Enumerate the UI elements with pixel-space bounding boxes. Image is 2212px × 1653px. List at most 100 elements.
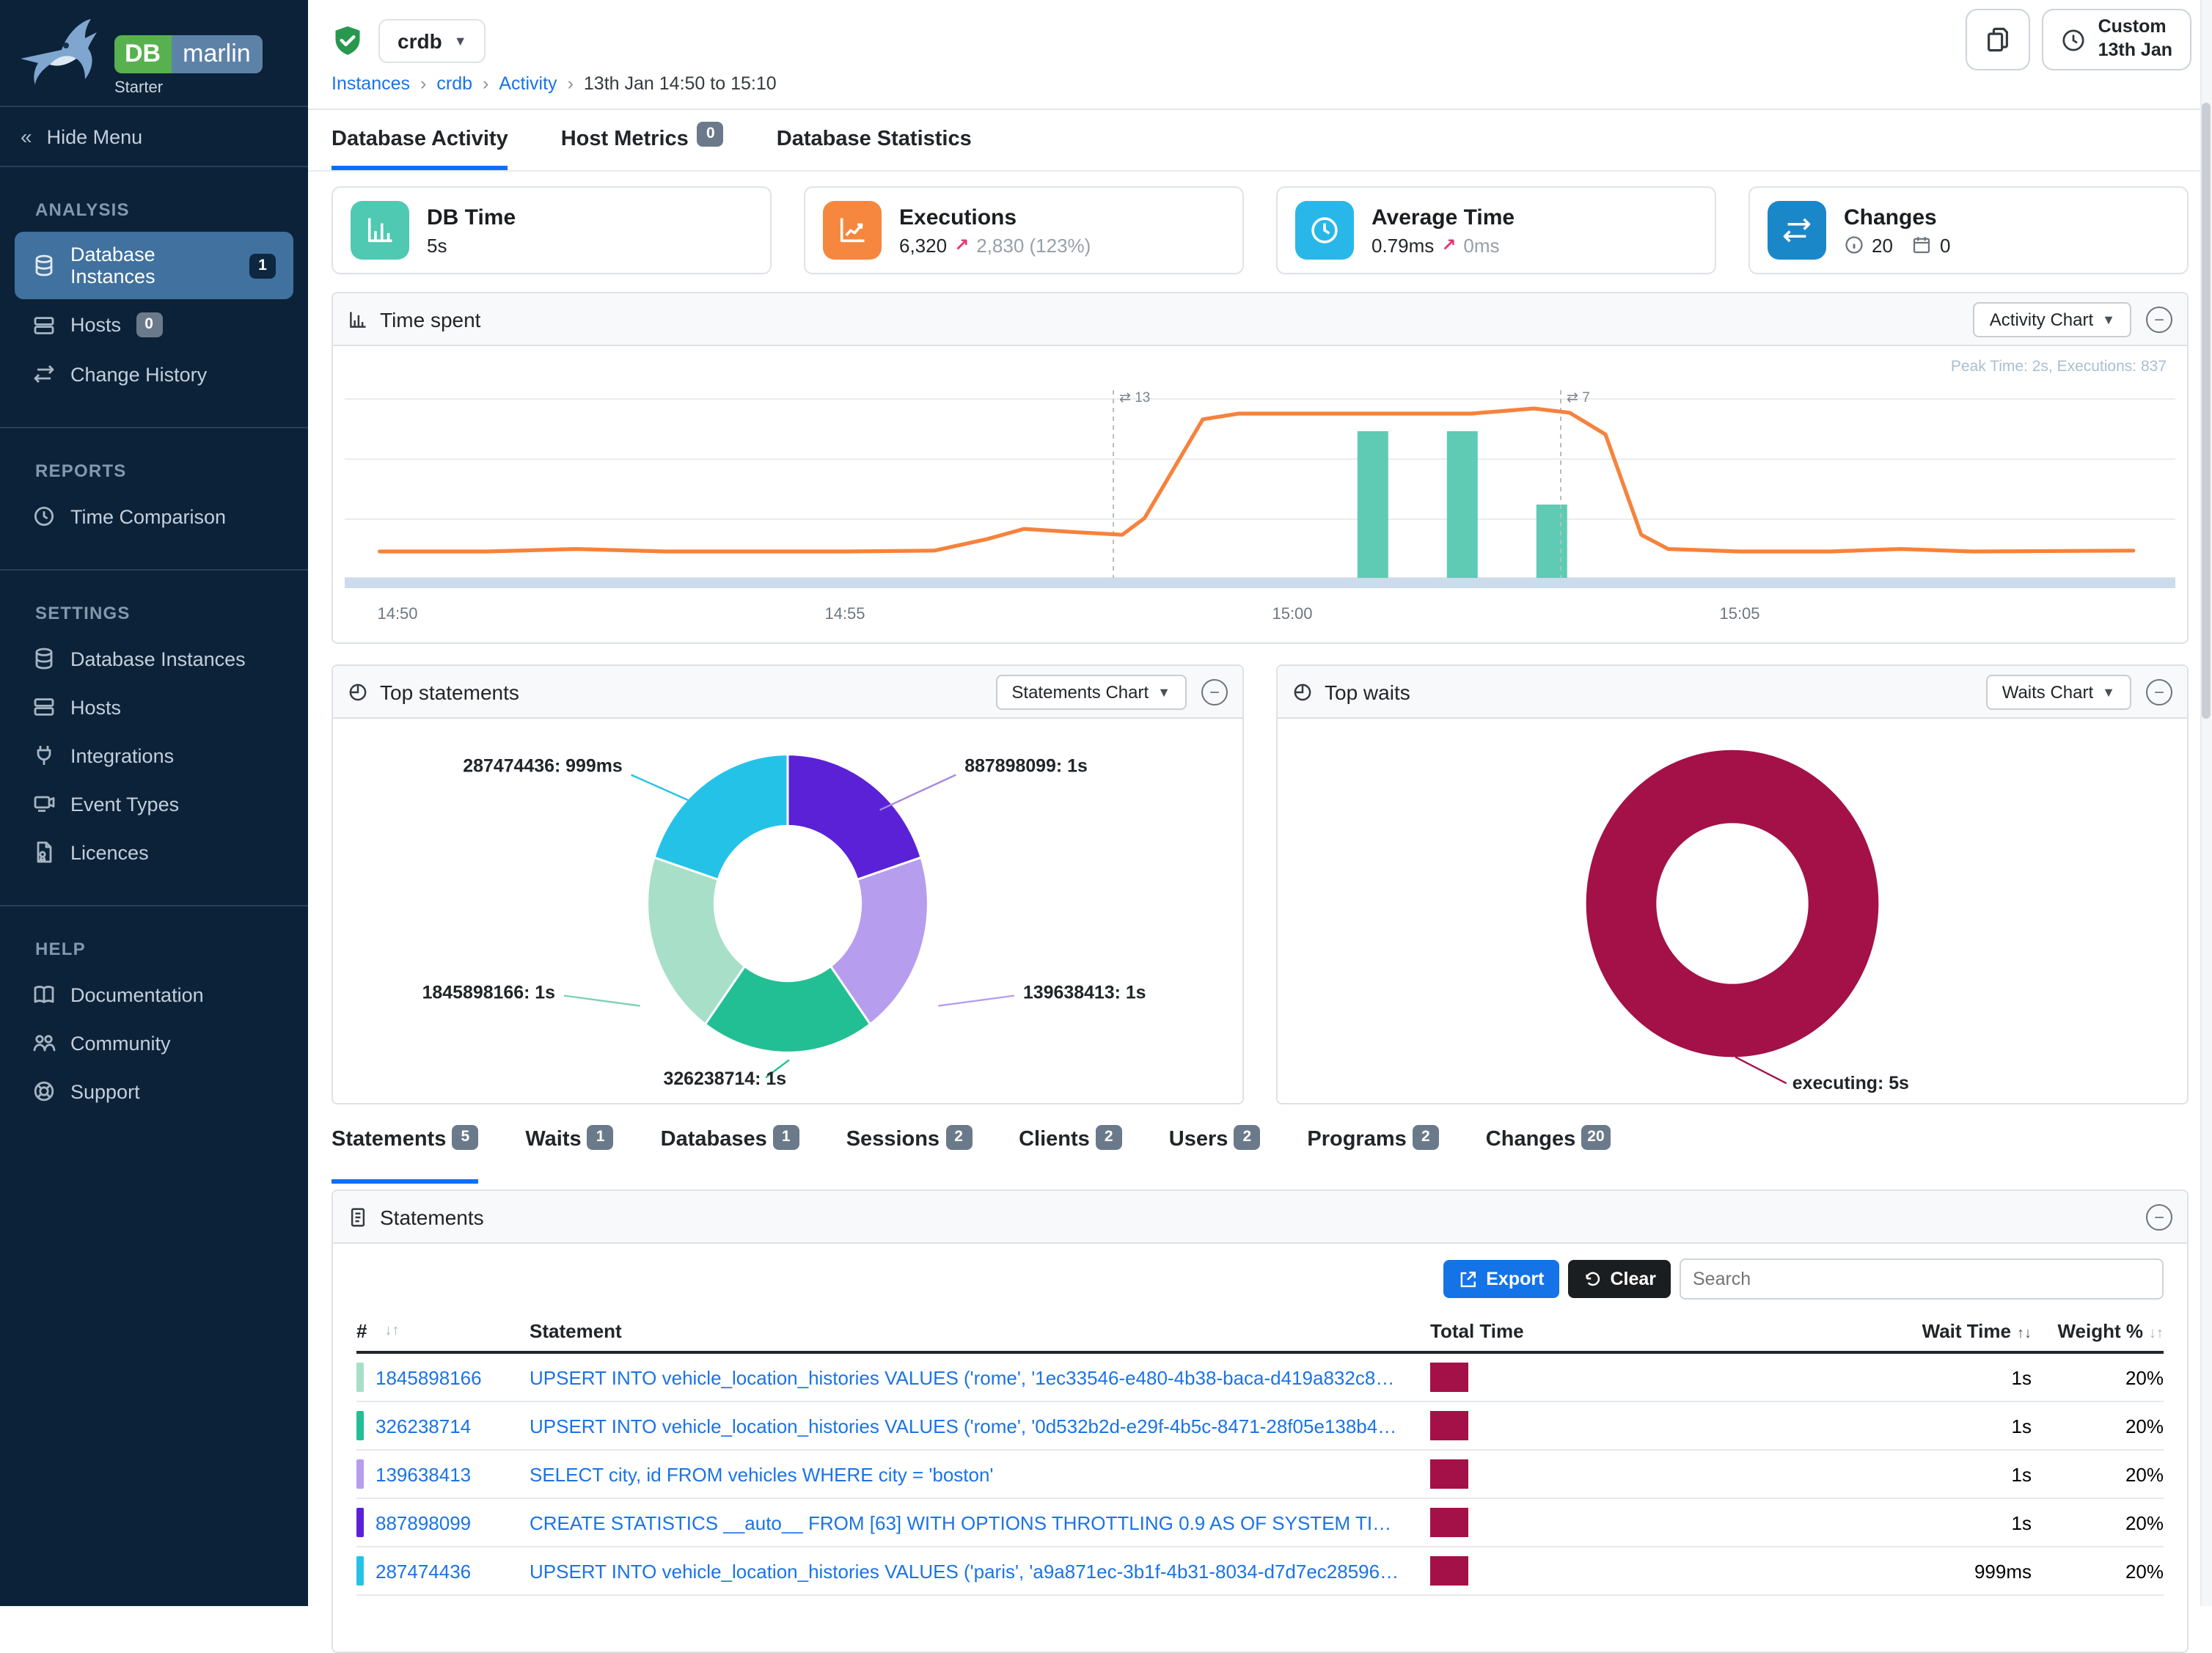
sidebar-item-integrations[interactable]: Integrations xyxy=(15,732,293,779)
activity-chart-select[interactable]: Activity Chart ▼ xyxy=(1973,301,2131,337)
column-weight[interactable]: Weight % ↓↑ xyxy=(2057,1320,2164,1342)
weight-value: 20% xyxy=(2125,1366,2164,1388)
kpi-value: 0.79ms xyxy=(1371,234,1435,256)
search-input[interactable] xyxy=(1680,1258,2164,1300)
chevron-down-icon: ▼ xyxy=(1157,684,1171,699)
time-spent-chart: Peak Time: 2s, Executions: 837 ⇄ 13 ⇄ 7 14… xyxy=(333,346,2187,642)
statements-panel-title: Statements xyxy=(380,1205,484,1228)
chevron-down-icon: ▼ xyxy=(2102,312,2115,326)
top-statements-donut: 887898099: 1s 287474436: 999ms 1845898166:… xyxy=(422,753,1146,1089)
detail-tab-badge: 2 xyxy=(1412,1125,1439,1150)
column-wait-time[interactable]: Wait Time ↑↓ xyxy=(1922,1320,2032,1342)
hide-menu-button[interactable]: « Hide Menu xyxy=(0,106,308,167)
server-icon xyxy=(34,316,54,334)
wait-time-value: 999ms xyxy=(1974,1560,2032,1582)
instance-selector[interactable]: crdb ▼ xyxy=(378,19,486,63)
top-tabs: Database Activity Host Metrics 0 Database S… xyxy=(308,110,2212,172)
sidebar-item-hosts[interactable]: Hosts xyxy=(15,683,293,730)
column-total-time[interactable]: Total Time xyxy=(1430,1320,1524,1342)
collapse-time-spent-button[interactable]: − xyxy=(2146,306,2172,332)
column-id[interactable]: # ↓↑ xyxy=(356,1320,400,1342)
detail-tab-waits[interactable]: Waits 1 xyxy=(525,1125,614,1184)
statement-text-link[interactable]: UPSERT INTO vehicle_location_histories V… xyxy=(530,1560,1430,1582)
svg-text:executing: 5s: executing: 5s xyxy=(1792,1073,1909,1093)
waits-chart-select[interactable]: Waits Chart ▼ xyxy=(1985,674,2131,709)
sidebar-item-documentation[interactable]: Documentation xyxy=(15,971,293,1018)
sidebar-item-event-types[interactable]: Event Types xyxy=(15,780,293,827)
sidebar-item-community[interactable]: Community xyxy=(15,1019,293,1066)
pie-chart-icon xyxy=(349,683,367,700)
page-header: crdb ▼ Custom xyxy=(308,0,2212,110)
top-waits-panel: Top waits Waits Chart ▼ − executing: 5s xyxy=(1276,664,2189,1104)
detail-tab-clients[interactable]: Clients 2 xyxy=(1019,1125,1122,1184)
copy-link-button[interactable] xyxy=(1966,9,2031,70)
statement-text-link[interactable]: SELECT city, id FROM vehicles WHERE city… xyxy=(530,1463,994,1485)
statement-text-link[interactable]: CREATE STATISTICS __auto__ FROM [63] WIT… xyxy=(530,1511,1430,1533)
kpi-bar-chart-icon xyxy=(351,201,409,260)
breadcrumb-separator: › xyxy=(567,73,574,94)
sidebar-item-label: Database Instances xyxy=(70,243,155,287)
collapse-top-statements-button[interactable]: − xyxy=(1201,678,1228,705)
collapse-statements-button[interactable]: − xyxy=(2146,1203,2172,1230)
sidebar-item-support[interactable]: Support xyxy=(15,1068,293,1115)
kpi-value-row: 5s xyxy=(427,234,516,256)
statement-id-link[interactable]: 326238714 xyxy=(376,1415,472,1437)
statement-id-link[interactable]: 1845898166 xyxy=(376,1366,482,1388)
sidebar-item-licences[interactable]: Licences xyxy=(15,829,293,876)
breadcrumb-link[interactable]: crdb xyxy=(436,73,473,94)
detail-tab-users[interactable]: Users 2 xyxy=(1168,1125,1261,1184)
sidebar-item-hosts[interactable]: Hosts 0 xyxy=(15,301,293,349)
time-range-button[interactable]: Custom 13th Jan xyxy=(2042,9,2191,70)
detail-tab-label: Programs xyxy=(1307,1128,1407,1151)
breadcrumb-link[interactable]: Instances xyxy=(332,73,411,94)
detail-tab-programs[interactable]: Programs 2 xyxy=(1307,1125,1439,1184)
kpi-delta: 0ms xyxy=(1463,234,1500,256)
breadcrumb-link[interactable]: Activity xyxy=(499,73,557,94)
statements-chart-select[interactable]: Statements Chart ▼ xyxy=(995,674,1187,709)
collapse-top-waits-button[interactable]: − xyxy=(2146,678,2172,705)
detail-tab-statements[interactable]: Statements 5 xyxy=(332,1125,479,1184)
detail-tab-label: Users xyxy=(1168,1128,1228,1151)
kpi-event-count: 0 xyxy=(1939,234,1951,256)
statement-color-chip xyxy=(356,1411,364,1440)
tab-database-statistics[interactable]: Database Statistics xyxy=(777,110,972,170)
breadcrumb-separator: › xyxy=(483,73,489,94)
column-statement[interactable]: Statement xyxy=(530,1320,622,1342)
scrollbar-thumb[interactable] xyxy=(2202,103,2211,719)
svg-text:287474436: 999ms: 287474436: 999ms xyxy=(463,756,622,777)
top-waits-donut: executing: 5s xyxy=(1586,749,1909,1093)
detail-tab-changes[interactable]: Changes 20 xyxy=(1486,1125,1611,1184)
sidebar-section: SETTINGS Database Instances Hosts Integrati… xyxy=(0,603,308,876)
sidebar-section-title: ANALYSIS xyxy=(35,199,130,220)
kpi-title: Executions xyxy=(899,205,1017,230)
sidebar-item-database-instances[interactable]: Database Instances xyxy=(15,635,293,682)
tab-host-metrics[interactable]: Host Metrics 0 xyxy=(561,110,724,170)
chevron-down-icon: ▼ xyxy=(2102,684,2115,699)
export-button[interactable]: Export xyxy=(1443,1260,1559,1298)
licence-icon xyxy=(37,841,52,863)
sidebar-item-time-comparison[interactable]: Time Comparison xyxy=(15,493,293,540)
sort-icon: ↓↑ xyxy=(384,1323,400,1339)
statement-id-link[interactable]: 287474436 xyxy=(376,1560,472,1582)
clear-button[interactable]: Clear xyxy=(1567,1260,1671,1298)
statement-id-link[interactable]: 887898099 xyxy=(376,1511,472,1533)
sidebar-item-label: Hosts xyxy=(70,696,122,718)
detail-tab-databases[interactable]: Databases 1 xyxy=(661,1125,799,1184)
tab-database-activity[interactable]: Database Activity xyxy=(332,110,508,170)
sidebar-section: HELP Documentation Community Support xyxy=(0,939,308,1115)
svg-text:⇄ 13: ⇄ 13 xyxy=(1119,390,1150,406)
breadcrumb-separator: › xyxy=(420,73,427,94)
database-icon xyxy=(35,254,53,276)
sidebar-item-change-history[interactable]: Change History xyxy=(15,351,293,397)
sidebar-item-database-instances[interactable]: Database Instances 1 xyxy=(15,232,293,299)
pie-chart-icon xyxy=(1294,683,1311,700)
trend-up-icon: ↗ xyxy=(954,235,970,255)
sidebar-item-label: Event Types xyxy=(70,793,180,815)
statement-id-link[interactable]: 139638413 xyxy=(376,1463,472,1485)
sidebar-sections: ANALYSIS Database Instances 1 Hosts 0 Change … xyxy=(0,199,308,1115)
detail-tab-badge: 2 xyxy=(1095,1125,1122,1150)
statement-text-link[interactable]: UPSERT INTO vehicle_location_histories V… xyxy=(530,1415,1430,1437)
main-content: crdb ▼ Custom xyxy=(308,0,2212,1653)
statement-text-link[interactable]: UPSERT INTO vehicle_location_histories V… xyxy=(530,1366,1430,1388)
detail-tab-sessions[interactable]: Sessions 2 xyxy=(846,1125,973,1184)
